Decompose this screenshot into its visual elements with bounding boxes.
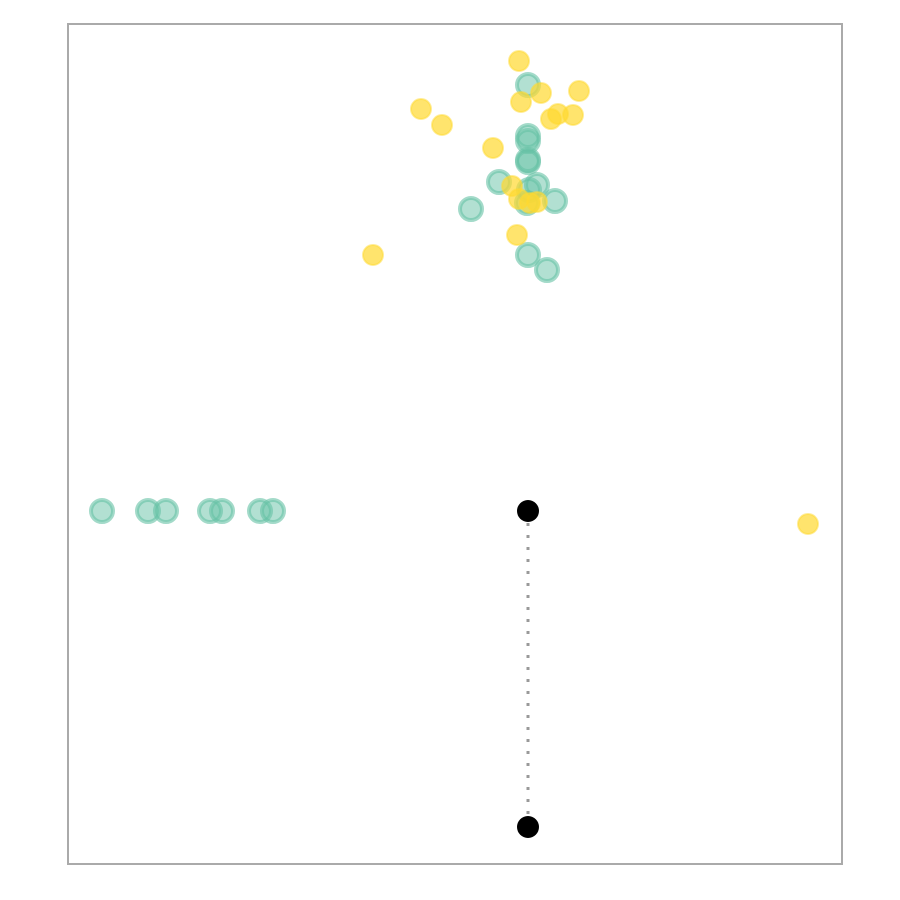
point [562,104,584,126]
point [260,498,286,524]
point [530,82,552,104]
point [540,108,562,130]
point [797,513,819,535]
point [89,498,115,524]
plot-frame [67,23,843,865]
point [517,500,539,522]
point [534,257,560,283]
point [515,242,541,268]
point [515,149,541,175]
point [153,498,179,524]
point [458,196,484,222]
point [362,244,384,266]
point [508,50,530,72]
point [517,816,539,838]
point [526,191,548,213]
point [506,224,528,246]
point [568,80,590,102]
point [209,498,235,524]
point [510,91,532,113]
point [410,98,432,120]
point [431,114,453,136]
point [482,137,504,159]
